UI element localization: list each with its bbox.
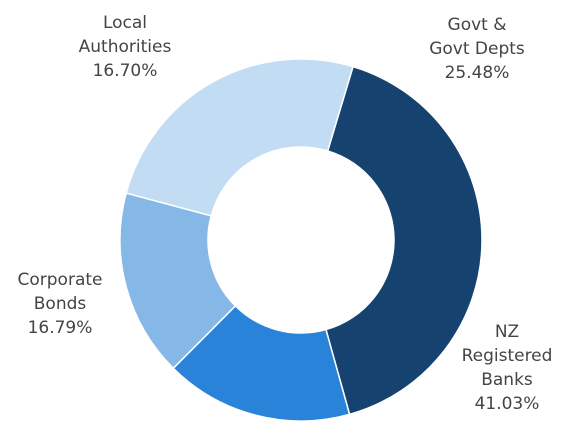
slice-label-0: Govt & Govt Depts 25.48% — [429, 15, 525, 83]
slice-labels: Govt & Govt Depts 25.48% NZ Registered Banks 4… — [18, 13, 553, 414]
slice-name-line-3-0: Local — [103, 13, 147, 33]
slice-name-line-3-1: Authorities — [79, 37, 172, 57]
slice-label-1: NZ Registered Banks 41.03% — [462, 322, 553, 414]
slice-value-0: 25.48% — [445, 63, 510, 83]
donut-slices — [119, 58, 483, 422]
slice-name-line-1-2: Banks — [481, 370, 533, 390]
slice-name-line-2-1: Bonds — [34, 294, 87, 314]
slice-1 — [325, 65, 483, 416]
slice-value-2: 16.79% — [28, 318, 93, 338]
slice-value-1: 41.03% — [475, 394, 540, 414]
slice-name-line-1-0: NZ — [495, 322, 519, 342]
slice-name-line-0-0: Govt & — [448, 15, 507, 35]
slice-label-3: Local Authorities 16.70% — [79, 13, 172, 81]
slice-label-2: Corporate Bonds 16.79% — [18, 270, 103, 338]
slice-0 — [125, 58, 355, 217]
slice-name-line-2-0: Corporate — [18, 270, 103, 290]
slice-name-line-1-1: Registered — [462, 346, 553, 366]
slice-value-3: 16.70% — [93, 61, 158, 81]
slice-name-line-0-1: Govt Depts — [429, 39, 525, 59]
slice-3 — [119, 192, 237, 370]
slice-2 — [172, 304, 351, 422]
